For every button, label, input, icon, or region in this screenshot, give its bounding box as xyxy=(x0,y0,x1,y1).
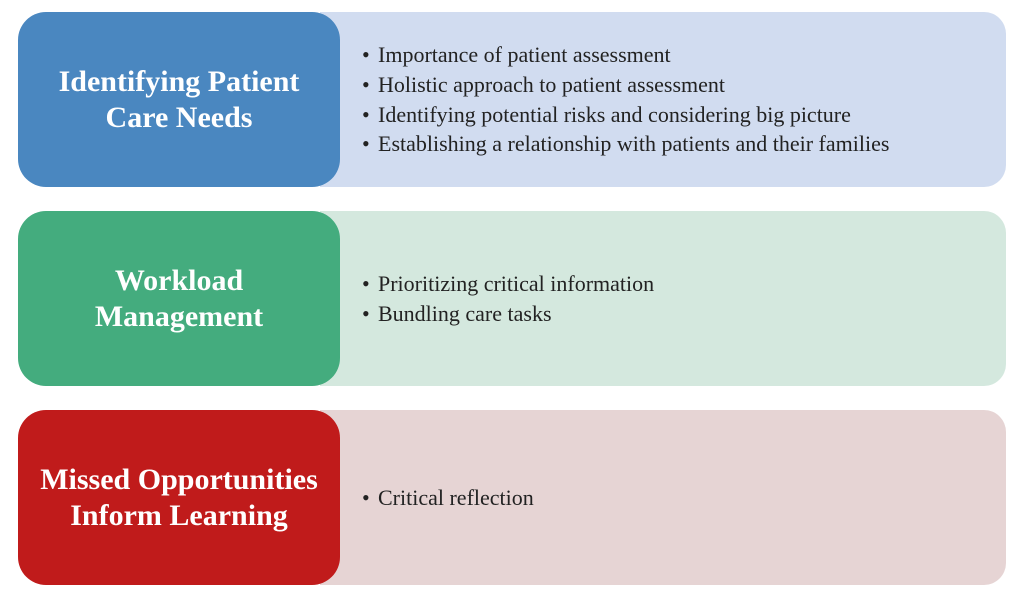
row-label: Workload Management xyxy=(18,211,340,386)
diagram-rows: Identifying Patient Care NeedsImportance… xyxy=(18,12,1006,585)
diagram-row: Identifying Patient Care NeedsImportance… xyxy=(18,12,1006,187)
row-body: Critical reflection xyxy=(320,410,1006,585)
diagram-row: Workload Management Prioritizing critical… xyxy=(18,211,1006,386)
bullet-item: Prioritizing critical information xyxy=(362,269,654,299)
bullet-item: Critical reflection xyxy=(362,483,534,513)
row-body: Importance of patient assessmentHolistic… xyxy=(320,12,1006,187)
bullet-item: Importance of patient assessment xyxy=(362,40,889,70)
bullet-list: Importance of patient assessmentHolistic… xyxy=(362,40,889,159)
row-label: Missed Opportunities Inform Learning xyxy=(18,410,340,585)
bullet-list: Prioritizing critical informationBundlin… xyxy=(362,269,654,328)
row-body: Prioritizing critical informationBundlin… xyxy=(320,211,1006,386)
row-label: Identifying Patient Care Needs xyxy=(18,12,340,187)
bullet-list: Critical reflection xyxy=(362,483,534,513)
bullet-item: Identifying potential risks and consider… xyxy=(362,100,889,130)
bullet-item: Bundling care tasks xyxy=(362,299,654,329)
bullet-item: Holistic approach to patient assessment xyxy=(362,70,889,100)
bullet-item: Establishing a relationship with patient… xyxy=(362,129,889,159)
diagram-row: Missed Opportunities Inform Learning Crit… xyxy=(18,410,1006,585)
